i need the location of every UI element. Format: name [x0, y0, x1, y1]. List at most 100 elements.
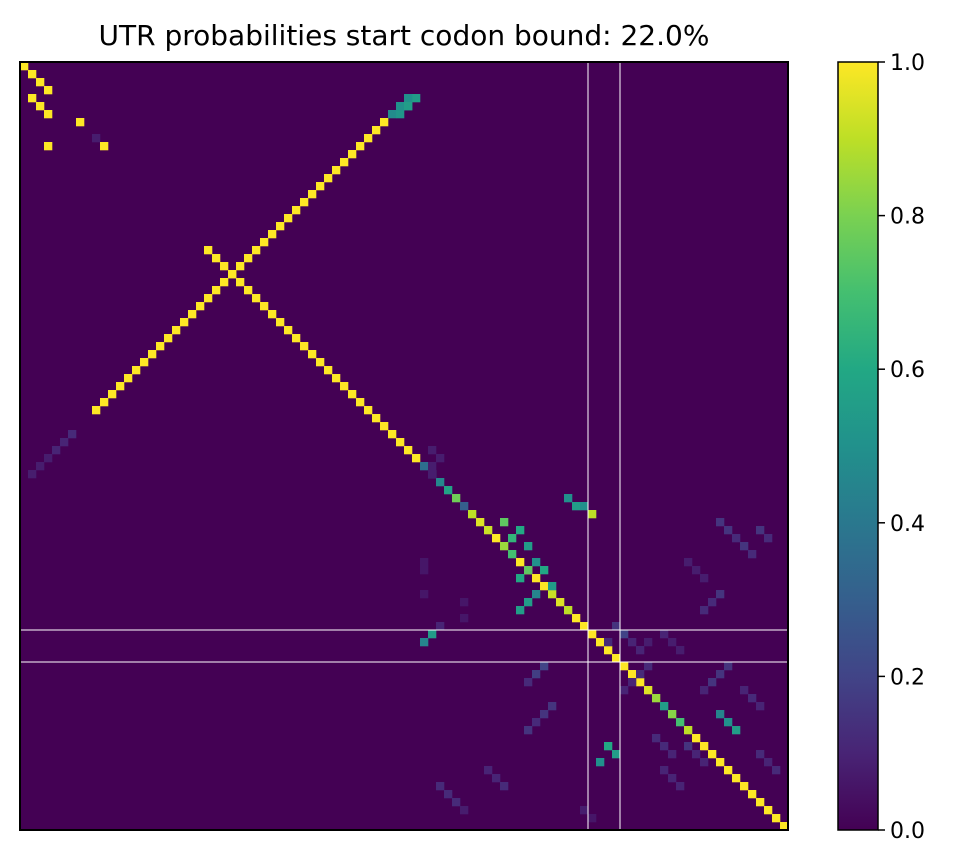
heatmap-cell — [540, 566, 549, 575]
heatmap-cell — [692, 750, 701, 759]
heatmap-cell — [516, 574, 525, 583]
heatmap-cell — [540, 662, 549, 671]
heatmap-cell — [604, 638, 613, 647]
heatmap-cell — [28, 70, 37, 79]
heatmap-cell — [708, 750, 717, 759]
heatmap-cell — [380, 422, 389, 431]
heatmap-cell — [524, 566, 533, 575]
heatmap-cell — [628, 638, 637, 647]
heatmap-cell — [356, 142, 365, 151]
heatmap-cell — [580, 806, 589, 815]
heatmap-cell — [124, 374, 133, 383]
heatmap-cell — [764, 534, 773, 543]
heatmap-cell — [716, 518, 725, 527]
heatmap-cell — [300, 342, 309, 351]
heatmap-cell — [668, 638, 677, 647]
heatmap-cell — [284, 214, 293, 223]
heatmap-cell — [68, 430, 77, 439]
heatmap-cell — [724, 662, 733, 671]
heatmap-cell — [252, 294, 261, 303]
heatmap-cell — [564, 494, 573, 503]
heatmap-cell — [660, 630, 669, 639]
heatmap-cell — [156, 342, 165, 351]
heatmap-cell — [676, 646, 685, 655]
heatmap-cell — [668, 710, 677, 719]
heatmap-cell — [236, 262, 245, 271]
heatmap-cell — [220, 262, 229, 271]
heatmap-cell — [700, 606, 709, 615]
heatmap-cell — [412, 94, 421, 103]
heatmap-cell — [100, 142, 109, 151]
heatmap-cell — [332, 374, 341, 383]
heatmap-cell — [20, 62, 29, 71]
heatmap-cell — [700, 686, 709, 695]
heatmap-cell — [420, 590, 429, 599]
heatmap-cell — [516, 526, 525, 535]
heatmap-cell — [204, 294, 213, 303]
heatmap-cell — [524, 542, 533, 551]
heatmap-cell — [692, 566, 701, 575]
heatmap-cell — [700, 574, 709, 583]
heatmap-cell — [172, 326, 181, 335]
heatmap-cell — [724, 766, 733, 775]
heatmap-cell — [324, 174, 333, 183]
heatmap-cell — [460, 614, 469, 623]
heatmap-cell — [428, 470, 437, 479]
heatmap-cell — [596, 758, 605, 767]
heatmap-cell — [732, 534, 741, 543]
heatmap-cell — [204, 246, 213, 255]
heatmap-cell — [276, 222, 285, 231]
heatmap-cell — [572, 614, 581, 623]
heatmap-cell — [52, 446, 61, 455]
heatmap-cell — [772, 814, 781, 823]
heatmap-cell — [532, 590, 541, 599]
heatmap-cell — [564, 606, 573, 615]
colorbar-tick-label: 0.2 — [890, 665, 925, 690]
heatmap-cell — [716, 670, 725, 679]
heatmap-cell — [220, 278, 229, 287]
heatmap-cell — [548, 590, 557, 599]
heatmap-cell — [436, 622, 445, 631]
heatmap-cell — [612, 654, 621, 663]
heatmap-cell — [164, 334, 173, 343]
heatmap-cell — [588, 510, 597, 519]
heatmap-cell — [724, 526, 733, 535]
heatmap-cell — [724, 718, 733, 727]
heatmap-plot — [19, 61, 789, 831]
heatmap-cell — [236, 278, 245, 287]
heatmap-cell — [292, 206, 301, 215]
heatmap-cell — [420, 558, 429, 567]
heatmap-cell — [668, 750, 677, 759]
heatmap-cell — [540, 582, 549, 591]
heatmap-cell — [580, 622, 589, 631]
heatmap-cell — [676, 782, 685, 791]
heatmap-cell — [444, 486, 453, 495]
heatmap-cell — [148, 350, 157, 359]
heatmap-cell — [308, 350, 317, 359]
heatmap-cell — [92, 406, 101, 415]
heatmap-cell — [748, 790, 757, 799]
heatmap-cell — [212, 254, 221, 263]
heatmap-cell — [428, 446, 437, 455]
heatmap-cell — [700, 742, 709, 751]
heatmap-cell — [492, 534, 501, 543]
heatmap-cell — [636, 670, 645, 679]
heatmap-cell — [620, 686, 629, 695]
heatmap-cell — [516, 558, 525, 567]
heatmap-cell — [628, 670, 637, 679]
heatmap-cell — [332, 166, 341, 175]
heatmap-cell — [716, 590, 725, 599]
heatmap-cell — [76, 118, 85, 127]
heatmap-cell — [780, 822, 789, 831]
heatmap-cell — [596, 638, 605, 647]
heatmap-cell — [756, 750, 765, 759]
heatmap-cell — [356, 398, 365, 407]
heatmap-cell — [452, 494, 461, 503]
heatmap-cell — [764, 806, 773, 815]
heatmap-cell — [508, 534, 517, 543]
heatmap-cell — [300, 198, 309, 207]
heatmap-cell — [100, 398, 109, 407]
heatmap-cell — [740, 542, 749, 551]
heatmap-cell — [524, 598, 533, 607]
